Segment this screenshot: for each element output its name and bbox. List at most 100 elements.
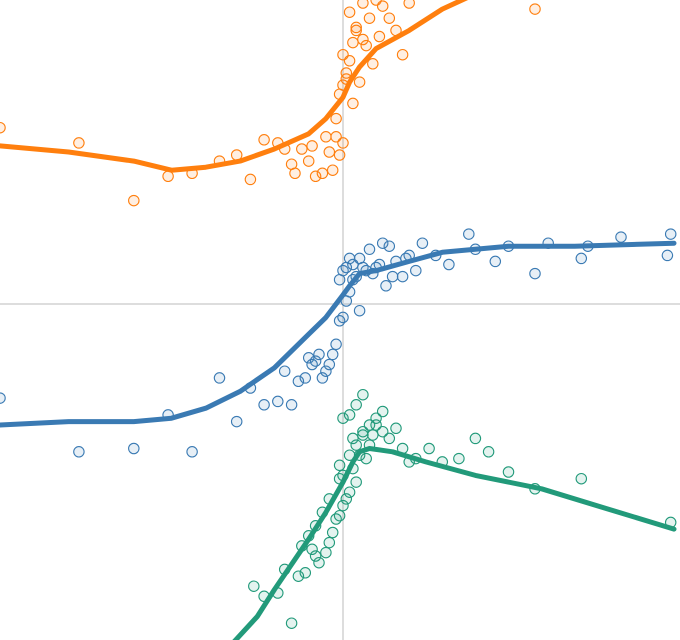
series-2-point-6 — [299, 567, 312, 579]
series-0-point-41 — [396, 48, 409, 61]
series-0-trend-line — [0, 0, 469, 173]
series-1-point-33 — [376, 237, 389, 249]
series-0-point-12 — [289, 167, 301, 180]
series-1-point-13 — [299, 372, 312, 384]
series-0-point-13 — [296, 143, 308, 155]
series-0-point-47 — [350, 21, 362, 34]
series-1-point-38 — [410, 264, 422, 277]
series-1-point-4 — [186, 446, 198, 458]
series-1-point-10 — [278, 365, 291, 377]
series-2-point-5 — [292, 570, 305, 582]
series-2-point-44 — [350, 439, 362, 451]
series-2-point-12 — [326, 526, 339, 539]
series-1-point-9 — [272, 395, 284, 408]
series-0-point-43 — [529, 3, 541, 15]
series-0-point-0 — [0, 121, 6, 134]
series-0-point-48 — [360, 39, 372, 52]
series-1-points — [0, 228, 677, 458]
series-1-point-45 — [661, 249, 674, 262]
series-0-point-31 — [337, 48, 349, 61]
series-0-point-45 — [370, 0, 382, 6]
series-0-point-33 — [347, 97, 359, 110]
series-0-point-2 — [128, 194, 140, 207]
series-2-point-46 — [363, 419, 376, 431]
series-2-point-48 — [376, 405, 389, 418]
series-1-point-2 — [128, 442, 140, 455]
series-1-point-36 — [396, 270, 409, 283]
series-2-point-37 — [502, 466, 515, 478]
series-2-point-34 — [453, 452, 465, 465]
series-0-point-46 — [343, 6, 356, 18]
series-1-trend-line — [0, 240, 677, 428]
series-2-point-9 — [313, 556, 325, 569]
series-1-point-18 — [316, 372, 329, 384]
series-1-point-42 — [489, 255, 502, 268]
series-2-point-10 — [320, 546, 332, 559]
series-0-point-17 — [316, 167, 329, 180]
series-1-point-62 — [615, 231, 627, 243]
series-1-point-12 — [292, 375, 305, 388]
series-1-point-29 — [353, 304, 366, 317]
series-2-point-8 — [309, 550, 322, 562]
series-1-point-1 — [73, 446, 85, 458]
scatter-points — [0, 0, 677, 629]
series-0-point-36 — [363, 12, 376, 24]
series-1-point-34 — [383, 240, 396, 252]
series-2-point-52 — [357, 388, 369, 401]
series-2-point-41 — [333, 459, 346, 472]
series-0-point-1 — [73, 137, 85, 149]
series-1-point-40 — [443, 258, 455, 271]
series-2-point-24 — [367, 429, 379, 441]
series-0-point-44 — [357, 0, 369, 9]
series-1-point-24 — [337, 311, 349, 324]
series-1-point-31 — [363, 243, 376, 256]
series-0-point-34 — [353, 76, 366, 88]
series-0-point-22 — [333, 149, 346, 161]
series-0-point-29 — [347, 36, 359, 49]
series-2-point-32 — [423, 442, 435, 455]
series-0-point-24 — [330, 112, 342, 125]
series-0-point-14 — [302, 155, 315, 167]
series-0-point-35 — [357, 33, 369, 46]
series-2-point-4 — [285, 617, 298, 629]
series-1-point-20 — [323, 358, 336, 371]
series-2-point-35 — [469, 432, 482, 445]
series-1-point-11 — [285, 399, 298, 411]
series-0-point-15 — [306, 140, 318, 152]
series-2-point-0 — [248, 580, 260, 592]
series-2-point-50 — [343, 409, 356, 421]
series-0-points — [0, 0, 541, 207]
series-0-point-16 — [309, 170, 322, 183]
series-1-point-6 — [230, 415, 243, 428]
series-2-point-49 — [337, 412, 349, 424]
series-2-trend-line — [232, 446, 677, 640]
series-2-point-27 — [383, 432, 396, 445]
series-0-point-37 — [367, 58, 379, 70]
series-1-point-19 — [320, 365, 332, 377]
series-0-point-20 — [326, 164, 339, 176]
series-1-point-14 — [302, 352, 315, 364]
series-1-point-43 — [529, 267, 541, 280]
series-1-point-8 — [258, 399, 270, 411]
series-0-point-23 — [337, 137, 349, 149]
series-1-point-21 — [326, 348, 339, 361]
series-1-point-16 — [309, 355, 322, 367]
series-1-point-54 — [380, 280, 392, 292]
series-2-point-15 — [337, 499, 349, 512]
series-0-point-19 — [323, 146, 336, 158]
series-1-point-63 — [664, 228, 677, 240]
series-0-point-27 — [340, 67, 353, 79]
series-2-point-36 — [482, 446, 495, 458]
series-0-point-39 — [383, 12, 396, 24]
series-2-point-39 — [575, 472, 588, 485]
series-1-point-22 — [330, 338, 342, 351]
series-2-point-11 — [323, 536, 336, 549]
series-0-point-49 — [373, 30, 386, 43]
series-2-point-22 — [360, 452, 372, 465]
series-1-point-55 — [386, 270, 399, 283]
series-2-point-28 — [390, 422, 402, 435]
series-0-point-42 — [403, 0, 415, 9]
series-0-point-8 — [258, 134, 270, 146]
series-1-point-44 — [575, 252, 588, 265]
